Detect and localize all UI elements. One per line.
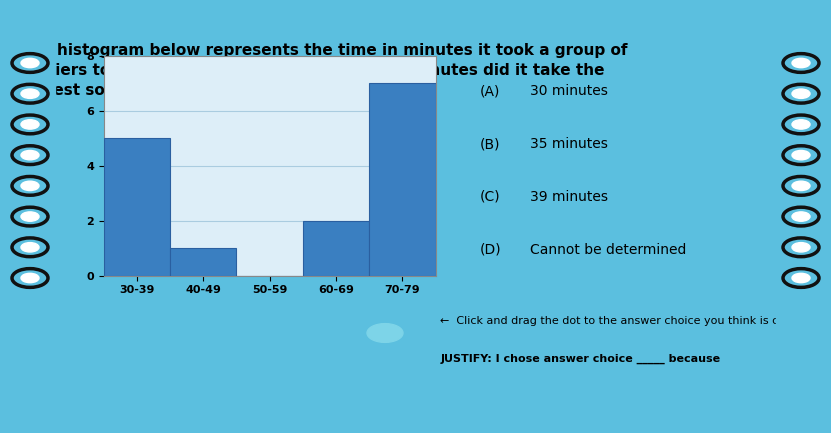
Bar xyxy=(104,139,170,276)
Text: (C): (C) xyxy=(479,190,500,204)
Text: (D): (D) xyxy=(479,242,501,257)
Bar xyxy=(369,84,435,276)
Text: (B): (B) xyxy=(479,137,500,151)
Text: ←  Click and drag the dot to the answer choice you think is correct.: ← Click and drag the dot to the answer c… xyxy=(440,316,815,326)
Text: (A): (A) xyxy=(479,84,500,98)
Text: 39 minutes: 39 minutes xyxy=(530,190,608,204)
Text: Cannot be determined: Cannot be determined xyxy=(530,242,686,257)
Bar xyxy=(302,221,369,276)
Bar xyxy=(170,248,237,276)
Text: The histogram below represents the time in minutes it took a group of
soldiers t: The histogram below represents the time … xyxy=(20,43,627,98)
Text: 30 minutes: 30 minutes xyxy=(530,84,607,98)
Text: JUSTIFY: I chose answer choice _____ because: JUSTIFY: I chose answer choice _____ bec… xyxy=(440,354,720,364)
Text: 35 minutes: 35 minutes xyxy=(530,137,607,151)
